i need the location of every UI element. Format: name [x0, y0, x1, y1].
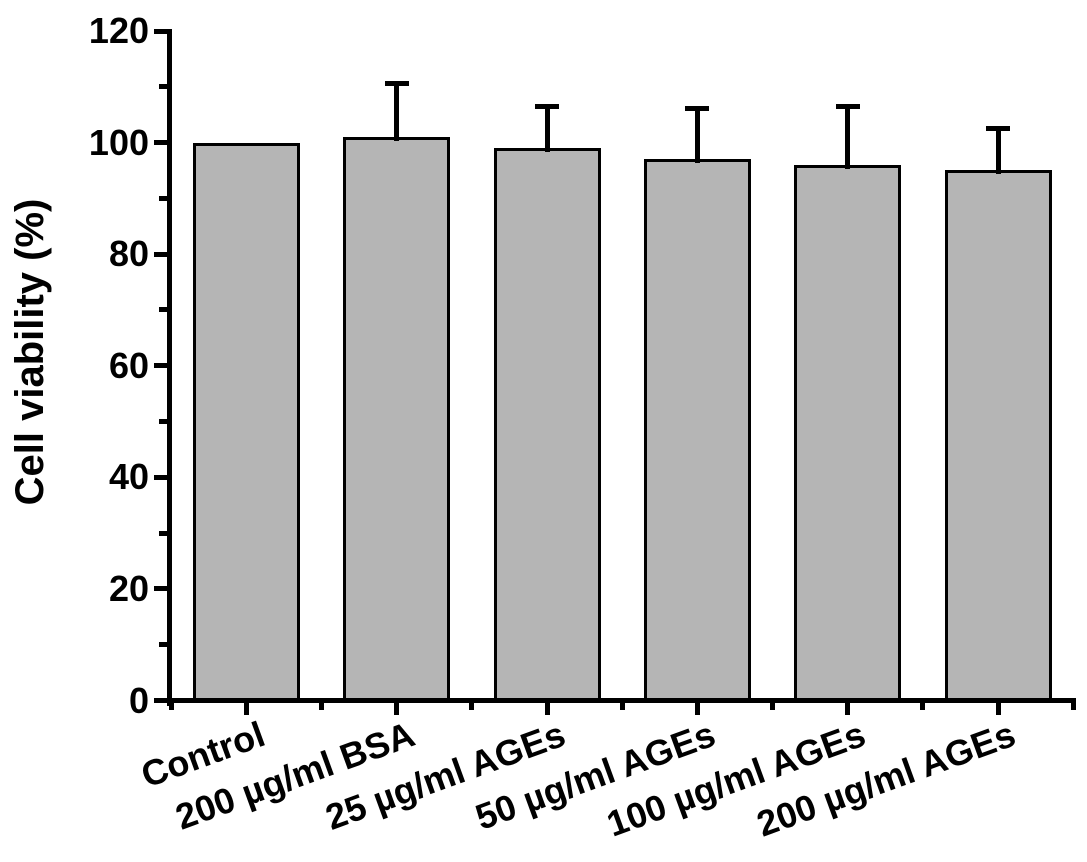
y-tick-label: 20 — [108, 567, 149, 609]
x-minor-tick — [1070, 703, 1076, 710]
error-bar-cap-2 — [384, 81, 409, 87]
y-tick-label: 0 — [128, 679, 149, 721]
x-major-tick — [694, 703, 700, 715]
x-minor-tick — [619, 703, 625, 710]
y-major-tick — [154, 363, 167, 369]
error-bar-stem-5 — [845, 103, 851, 169]
bar-3 — [493, 148, 601, 704]
y-axis-line — [167, 29, 172, 706]
x-minor-tick — [770, 703, 776, 710]
x-major-tick — [845, 703, 851, 715]
error-bar-cap-6 — [986, 125, 1010, 131]
error-bar-stem-6 — [995, 125, 1001, 175]
x-minor-tick — [920, 703, 926, 710]
y-minor-tick — [159, 84, 167, 90]
x-minor-tick — [469, 703, 475, 710]
y-minor-tick — [159, 195, 167, 201]
y-major-tick — [154, 28, 167, 34]
y-minor-tick — [159, 307, 167, 313]
y-major-tick — [154, 251, 167, 257]
bar-6 — [944, 170, 1052, 704]
bar-5 — [794, 164, 902, 704]
y-minor-tick — [159, 530, 167, 536]
x-minor-tick — [168, 703, 174, 710]
y-tick-label: 120 — [88, 10, 149, 51]
error-bar-stem-2 — [394, 81, 400, 141]
y-tick-label: 40 — [108, 456, 149, 498]
bar-2 — [343, 137, 451, 704]
bar-1 — [193, 142, 300, 704]
y-major-tick — [154, 698, 167, 703]
y-tick-label: 60 — [108, 344, 149, 386]
y-tick-label: 100 — [88, 121, 149, 163]
error-bar-cap-3 — [535, 103, 560, 109]
x-major-tick — [995, 703, 1001, 715]
x-major-tick — [544, 703, 550, 715]
x-major-tick — [244, 703, 249, 715]
y-major-tick — [154, 140, 167, 146]
y-minor-tick — [159, 419, 167, 425]
bar-4 — [643, 159, 751, 704]
error-bar-stem-4 — [694, 106, 700, 164]
error-bar-cap-4 — [685, 106, 710, 112]
x-axis-line — [167, 698, 1077, 703]
y-tick-label: 80 — [108, 233, 149, 275]
y-axis-title: Cell viability (%) — [8, 198, 52, 506]
y-minor-tick — [159, 642, 167, 648]
x-major-tick — [394, 703, 400, 715]
error-bar-stem-3 — [544, 103, 550, 153]
y-major-tick — [154, 586, 167, 592]
x-minor-tick — [319, 703, 325, 710]
error-bar-cap-5 — [835, 103, 860, 109]
y-major-tick — [154, 474, 167, 480]
